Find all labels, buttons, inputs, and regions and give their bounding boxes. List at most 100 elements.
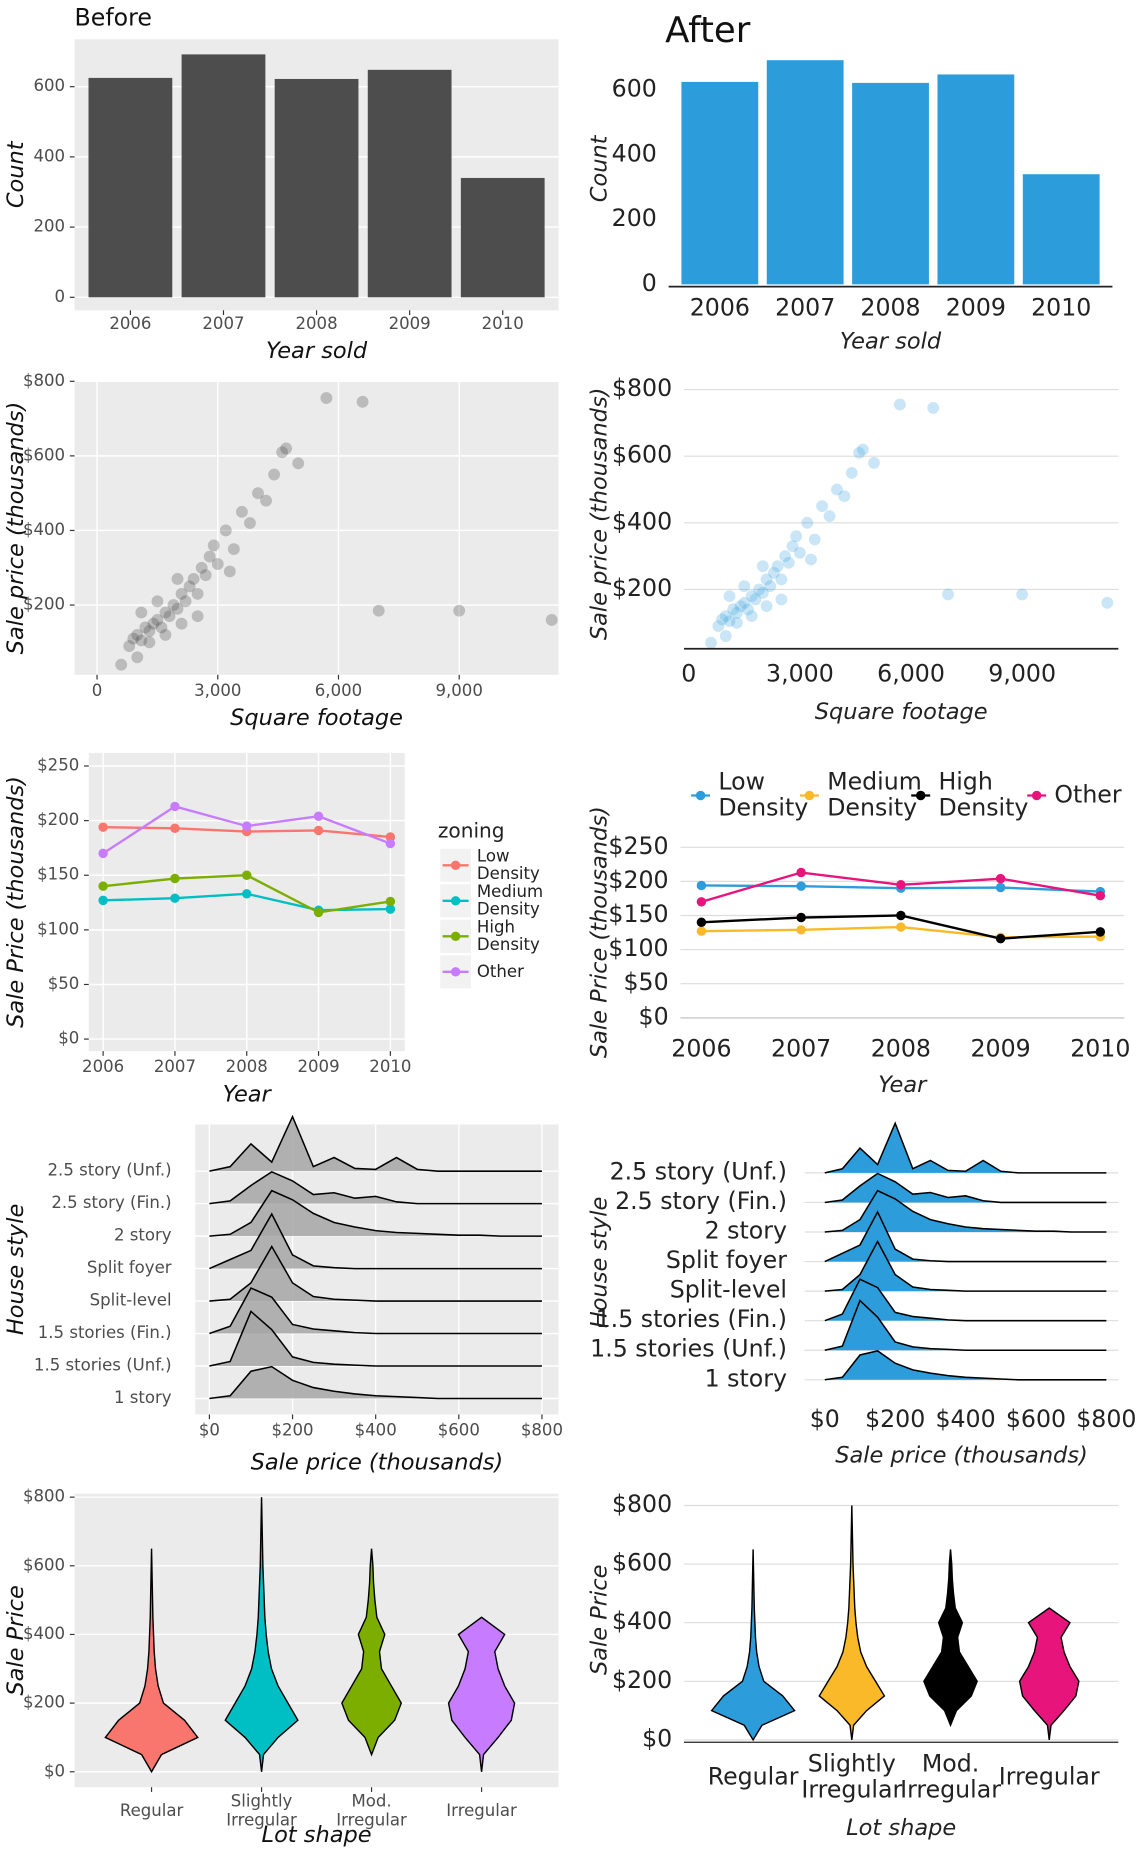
point — [135, 606, 148, 619]
ridge-area — [824, 1279, 1107, 1321]
point — [179, 595, 192, 608]
x-tick-label: 6,000 — [877, 659, 945, 687]
y-tick-label: 600 — [33, 76, 65, 95]
ridge-line — [824, 1278, 1107, 1322]
x-tick-label: $200 — [865, 1405, 925, 1433]
x-tick-label: $800 — [1076, 1405, 1136, 1433]
point — [260, 494, 272, 507]
y-tick-label: 200 — [33, 217, 65, 236]
legend-title: zoning — [438, 819, 505, 843]
point — [745, 610, 758, 623]
ridge-line — [209, 1189, 542, 1237]
y-tick-label: Split foyer — [87, 1258, 172, 1277]
x-tick-label: 2008 — [226, 1057, 268, 1076]
point — [723, 615, 736, 628]
y-tick-label: $800 — [23, 1487, 65, 1506]
point — [796, 881, 806, 891]
point — [805, 553, 817, 566]
y-tick-label: 600 — [612, 74, 657, 102]
point — [705, 636, 717, 649]
ridge-area — [824, 1350, 1107, 1380]
y-tick-label: 2.5 story (Fin.) — [51, 1193, 171, 1212]
bar — [766, 60, 844, 285]
x-tick-label: 3,000 — [194, 681, 241, 700]
point — [175, 587, 188, 600]
point — [942, 588, 954, 601]
y-tick-label: $0 — [44, 1761, 65, 1780]
point — [191, 610, 204, 623]
point — [790, 530, 803, 543]
x-tick-label: 9,000 — [435, 681, 482, 700]
x-tick-label: $200 — [271, 1420, 313, 1439]
ridge-area — [209, 1311, 542, 1367]
ridge-line — [209, 1244, 542, 1302]
bar — [367, 69, 452, 298]
x-axis-title: Year sold — [266, 338, 368, 364]
point — [242, 870, 252, 880]
point — [738, 580, 751, 593]
point — [191, 587, 204, 600]
point — [385, 896, 396, 907]
point — [385, 832, 396, 842]
point — [796, 912, 806, 923]
x-tick-label: 2008 — [860, 294, 920, 322]
ridge-area — [824, 1190, 1107, 1233]
bar — [181, 54, 266, 298]
point — [171, 602, 184, 615]
y-tick-label: 0 — [642, 269, 657, 297]
bar — [852, 82, 929, 285]
point — [151, 595, 164, 608]
ridge-line — [824, 1172, 1107, 1204]
x-tick-label: $400 — [935, 1405, 995, 1433]
x-axis-title: Year sold — [840, 329, 942, 355]
point — [696, 897, 707, 907]
x-tick-label: 9,000 — [988, 659, 1056, 687]
y-tick-label: $600 — [23, 445, 65, 464]
legend-label: Low Density — [718, 767, 808, 821]
point — [753, 583, 766, 596]
legend-swatch — [915, 790, 926, 801]
bar — [1022, 174, 1100, 285]
point — [760, 600, 773, 613]
violin — [818, 1505, 886, 1740]
legend-label: Other — [1054, 780, 1121, 808]
point — [712, 620, 725, 633]
ridge-line — [824, 1210, 1107, 1263]
y-tick-label: $200 — [23, 595, 65, 614]
x-tick-label: 0 — [681, 659, 696, 687]
point — [170, 893, 180, 903]
point — [313, 811, 324, 821]
chart-title: After — [665, 10, 751, 51]
x-tick-label: 2008 — [871, 1034, 931, 1062]
bar — [88, 77, 173, 298]
y-tick-label: 2.5 story (Fin.) — [615, 1187, 787, 1215]
x-tick-label: 2006 — [82, 1057, 124, 1076]
legend-swatch — [450, 967, 461, 977]
point — [745, 590, 758, 603]
violin — [447, 1616, 516, 1772]
x-tick-label: $0 — [810, 1405, 840, 1433]
x-tick-label: 2010 — [1031, 294, 1091, 322]
point — [734, 600, 747, 613]
point — [242, 821, 252, 831]
point — [199, 569, 212, 582]
x-axis-title: Sale price (thousands) — [251, 1449, 504, 1475]
ridge-line — [209, 1365, 542, 1400]
point — [756, 586, 769, 599]
bar — [937, 74, 1015, 285]
point — [147, 617, 160, 630]
point — [786, 540, 799, 553]
violin — [224, 1497, 299, 1772]
y-tick-label: $150 — [37, 865, 79, 884]
y-tick-label: 2.5 story (Unf.) — [610, 1157, 787, 1185]
x-tick-label: Mod. Irregular — [900, 1749, 1001, 1803]
point — [167, 599, 180, 611]
y-axis-title: House style — [3, 1204, 29, 1335]
y-axis-title: Sale Price — [3, 1585, 29, 1695]
bar — [681, 81, 759, 285]
y-tick-label: $800 — [23, 371, 65, 390]
legend-label: Medium Density — [477, 881, 543, 918]
point — [893, 398, 906, 411]
y-tick-label: $400 — [612, 507, 672, 535]
